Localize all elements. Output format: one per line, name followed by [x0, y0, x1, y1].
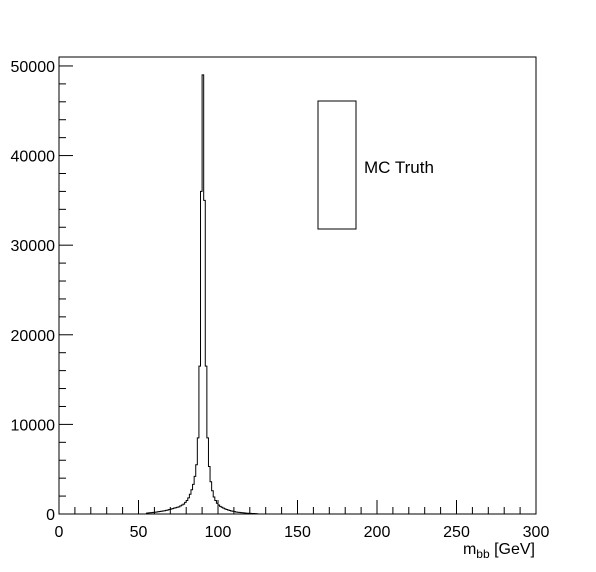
x-axis-tick-labels: 0 50 100 150 200 250 300 — [55, 524, 550, 541]
x-tick-label: 0 — [55, 524, 64, 541]
plot-frame — [58, 56, 537, 515]
x-tick-label: 100 — [205, 524, 232, 541]
x-tick-label: 300 — [523, 524, 550, 541]
y-axis-tick-labels: 0 10000 20000 30000 40000 50000 — [11, 59, 56, 524]
y-tick-label: 50000 — [11, 59, 56, 76]
y-tick-label: 20000 — [11, 328, 56, 345]
legend-box — [317, 100, 357, 230]
x-axis-ticks — [58, 500, 537, 514]
histogram-series — [145, 74, 259, 515]
y-tick-label: 40000 — [11, 149, 56, 166]
legend-entry-label: MC Truth — [364, 158, 434, 177]
x-axis-label: mbb [GeV] — [463, 541, 535, 561]
x-tick-label: 250 — [443, 524, 470, 541]
y-tick-label: 0 — [46, 507, 55, 524]
legend: MC Truth — [317, 100, 434, 230]
x-tick-label: 50 — [130, 524, 148, 541]
y-tick-label: 10000 — [11, 417, 56, 434]
x-tick-label: 150 — [284, 524, 311, 541]
x-tick-label: 200 — [364, 524, 391, 541]
y-axis-ticks — [59, 65, 73, 515]
y-tick-label: 30000 — [11, 238, 56, 255]
